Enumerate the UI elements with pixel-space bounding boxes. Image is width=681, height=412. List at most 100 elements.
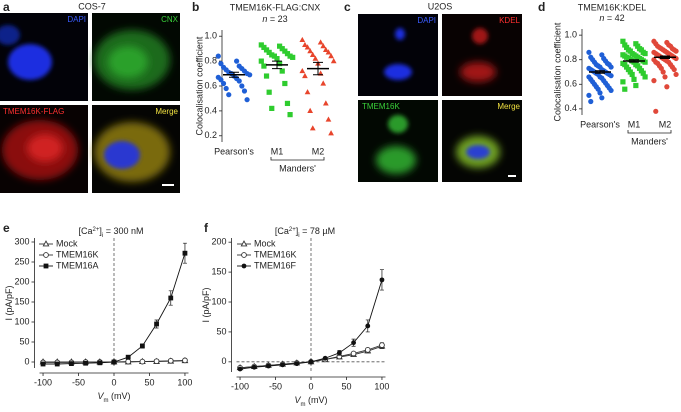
marker [274, 56, 280, 62]
y-tick-label: 100 [211, 296, 226, 306]
marker [322, 100, 329, 106]
chart-subtitle-part: = 23 [267, 14, 287, 24]
panel-label: e [3, 221, 10, 235]
x-tick-label: -50 [269, 381, 282, 391]
y-tick-label: 1.0 [564, 30, 577, 40]
marker [379, 342, 385, 348]
marker [271, 53, 277, 59]
marker [251, 364, 257, 370]
x-tick-label: M1 [271, 146, 284, 156]
marker [330, 57, 337, 64]
marker [302, 72, 308, 79]
marker [631, 76, 637, 82]
x-axis-label-part: V [294, 395, 301, 405]
marker [182, 357, 188, 364]
marker [304, 44, 311, 50]
marker [97, 360, 103, 366]
marker [304, 89, 311, 95]
x-tick-label: 100 [374, 381, 389, 391]
micrograph: TMEM16K-FLAG [0, 105, 88, 193]
x-axis-label-part: (mV) [109, 391, 131, 401]
legend-marker [43, 263, 49, 269]
x-tick-label: 0 [111, 377, 116, 387]
marker [620, 38, 626, 44]
y-tick-label: 0.8 [204, 55, 217, 65]
sem-bar [272, 60, 282, 70]
marker [622, 86, 628, 92]
y-tick-label: 50 [19, 336, 29, 346]
marker [379, 277, 385, 283]
marker [673, 48, 679, 54]
sem-bar [229, 71, 239, 78]
x-axis-label: Vm (mV) [294, 395, 327, 407]
x-tick-label: 100 [177, 377, 192, 387]
legend-marker [43, 252, 49, 258]
marker [299, 67, 306, 74]
legend-label: Mock [254, 238, 276, 248]
chart-title: TMEM16K-FLAG:CNX [230, 2, 321, 12]
chart-subtitle-part: = 42 [604, 13, 624, 23]
marker [651, 78, 657, 84]
marker [287, 53, 293, 59]
marker [307, 107, 314, 113]
sem-bar [629, 59, 639, 63]
y-tick-label: 150 [211, 266, 226, 276]
image-label: TMEM16K [362, 102, 400, 111]
marker [588, 98, 594, 105]
group-label: Manders' [279, 163, 316, 173]
marker [40, 361, 46, 367]
y-tick-label: 250 [14, 256, 29, 266]
marker [320, 80, 327, 86]
marker [282, 80, 288, 87]
micrograph: DAPI [0, 13, 88, 101]
x-tick-label: Pearson's [580, 119, 620, 129]
image-label: Merge [155, 107, 178, 116]
marker [279, 46, 285, 52]
marker [277, 43, 283, 49]
legend-label: TMEM16K [56, 249, 99, 259]
x-tick-label: 50 [144, 377, 154, 387]
x-tick-label: Pearson's [214, 146, 254, 156]
y-tick-label: 0.6 [564, 79, 577, 89]
marker [351, 340, 356, 346]
y-tick-label: 300 [14, 236, 29, 246]
group-label: Manders' [631, 136, 668, 146]
panel-label: d [538, 0, 545, 14]
x-tick-label: M2 [659, 119, 672, 129]
chart-subtitle: n = 42 [599, 13, 624, 23]
marker [154, 321, 159, 327]
x-tick-label: 0 [308, 381, 313, 391]
marker [182, 250, 188, 256]
marker [54, 361, 60, 367]
sem-bar [595, 70, 605, 74]
x-axis-label-part: V [97, 391, 104, 401]
marker [263, 73, 270, 79]
marker [608, 64, 614, 70]
marker [312, 55, 319, 61]
marker [153, 358, 160, 365]
image-title: COS-7 [78, 1, 106, 11]
image-label: Merge [497, 102, 520, 111]
marker [664, 84, 670, 90]
marker [279, 68, 285, 74]
x-axis-label: Vm (mV) [97, 391, 130, 403]
x-tick-label: -100 [34, 377, 52, 387]
marker [244, 97, 250, 103]
marker [218, 77, 224, 83]
marker [282, 48, 288, 54]
marker [167, 357, 174, 364]
y-tick-label: 50 [216, 326, 226, 336]
marker [662, 74, 668, 80]
marker [125, 358, 132, 365]
marker [294, 361, 300, 367]
marker [642, 50, 648, 57]
marker [322, 46, 329, 52]
panel-label: a [3, 0, 10, 14]
micrograph: DAPI [358, 14, 438, 96]
marker [309, 51, 316, 57]
annotation-part: = 300 nM [103, 226, 143, 236]
marker [671, 66, 677, 73]
marker [336, 350, 342, 356]
marker [258, 58, 264, 64]
